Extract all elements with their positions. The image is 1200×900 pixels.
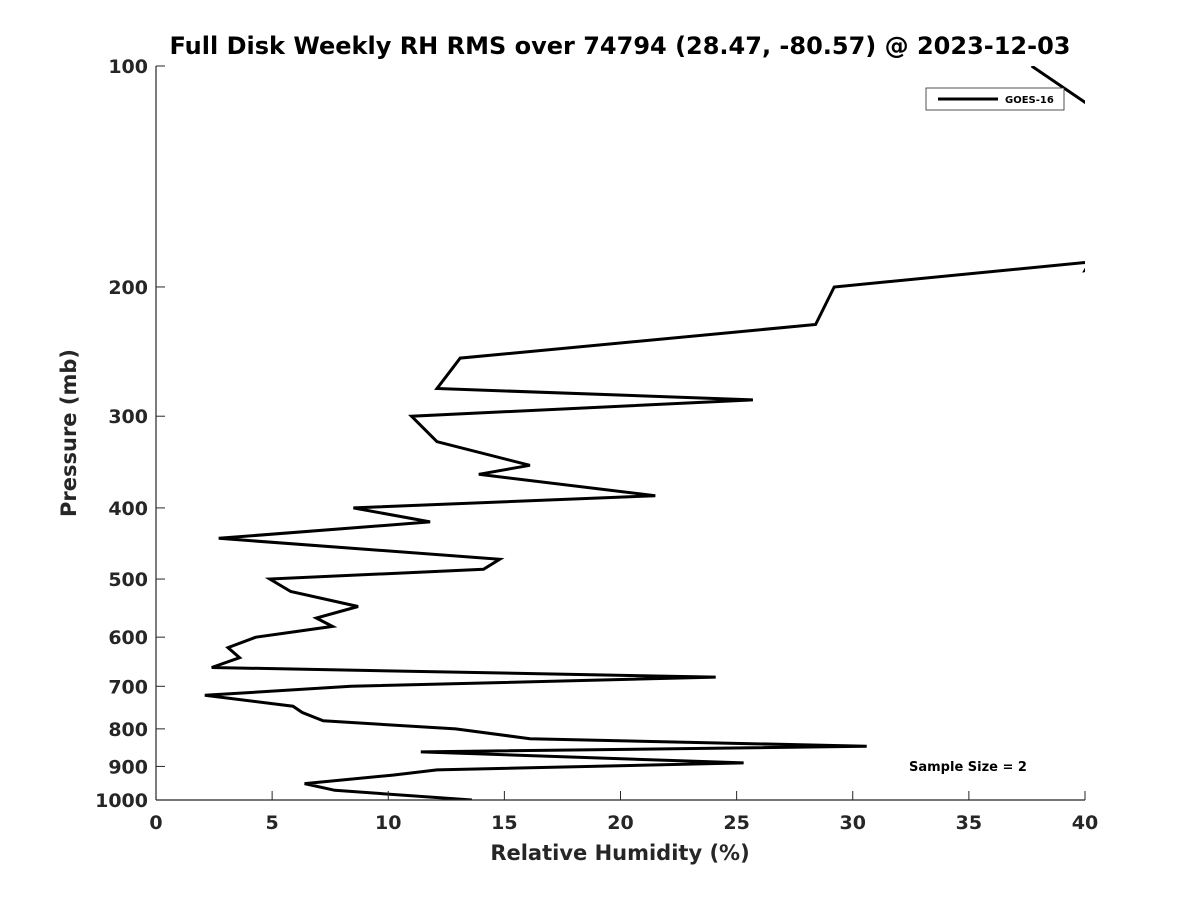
y-tick-label: 400	[108, 498, 148, 520]
y-tick-label: 500	[108, 569, 148, 591]
y-tick-label: 100	[108, 56, 148, 78]
y-tick-label: 800	[108, 719, 148, 741]
legend: GOES-16	[925, 87, 1065, 111]
y-tick-label: 900	[108, 756, 148, 778]
series-layer	[204, 66, 1085, 800]
y-tick-label: 300	[108, 406, 148, 428]
series-line-goes-16	[204, 66, 1085, 800]
x-tick-label: 30	[840, 812, 866, 834]
legend-entry-goes-16: GOES-16	[1005, 95, 1054, 106]
y-axis-label: Pressure (mb)	[57, 349, 81, 517]
x-axis-ticks: 0 5 10 15 20 25 30 35 40	[149, 791, 1098, 834]
sample-size-annotation: Sample Size = 2	[909, 760, 1027, 775]
y-axis-ticks: 100 200 300 400 500 600 700 800 900 1000	[95, 56, 165, 812]
chart-title: Full Disk Weekly RH RMS over 74794 (28.4…	[169, 32, 1070, 60]
y-tick-label: 200	[108, 277, 148, 299]
x-tick-label: 35	[956, 812, 982, 834]
y-tick-label: 600	[108, 627, 148, 649]
y-tick-label: 700	[108, 676, 148, 698]
y-tick-label: 1000	[95, 790, 148, 812]
x-tick-label: 10	[375, 812, 401, 834]
x-tick-label: 20	[607, 812, 633, 834]
x-tick-label: 0	[149, 812, 162, 834]
x-tick-label: 5	[266, 812, 279, 834]
x-tick-label: 40	[1072, 812, 1098, 834]
x-tick-label: 25	[723, 812, 749, 834]
x-axis-label: Relative Humidity (%)	[490, 841, 749, 865]
x-tick-label: 15	[491, 812, 517, 834]
plot-area: 0 5 10 15 20 25 30 35 40 100 200 300 400 500 600 700 80…	[95, 56, 1098, 834]
